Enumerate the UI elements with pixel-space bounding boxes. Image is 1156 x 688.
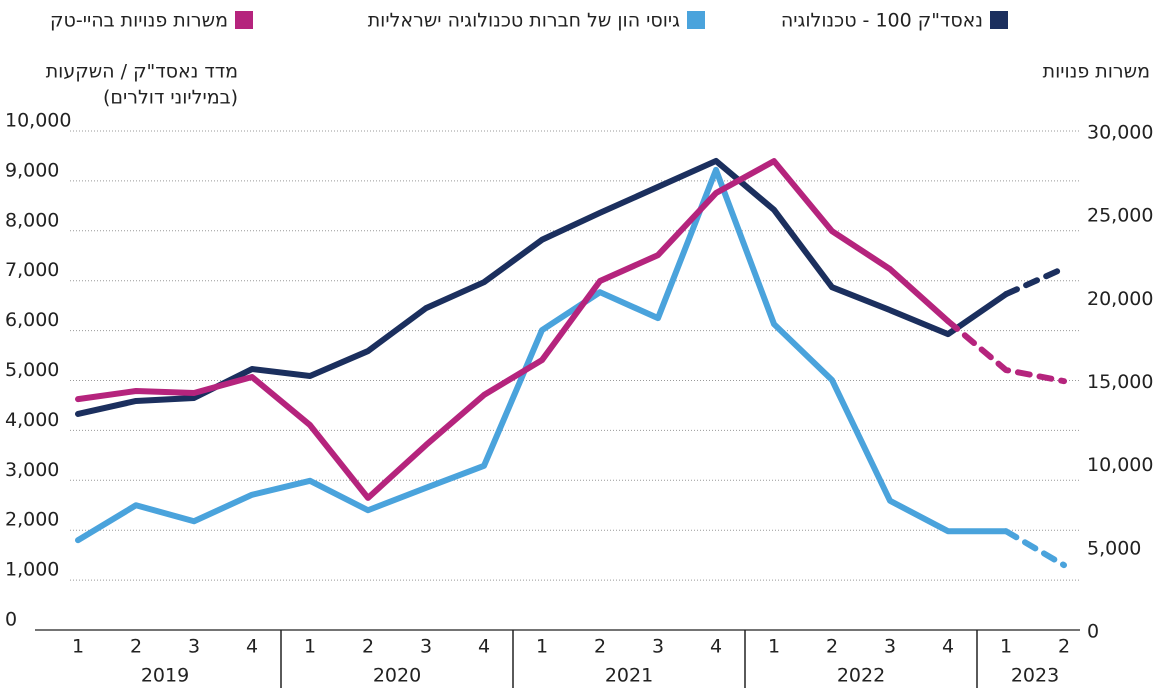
x-group-label: 2022 xyxy=(837,665,885,687)
series-line xyxy=(945,318,1067,385)
x-tick-label: 2 xyxy=(594,636,606,658)
y-axis-title: מדד נאסד"ק / השקעות xyxy=(46,61,238,83)
x-group-label: 2023 xyxy=(1011,665,1059,687)
y-tick-label: 7,000 xyxy=(5,259,59,281)
series-line xyxy=(75,166,1009,544)
y2-tick-label: 30,000 xyxy=(1087,122,1153,144)
y2-tick-label: 5,000 xyxy=(1087,537,1141,559)
x-tick-label: 2 xyxy=(362,636,374,658)
series-line xyxy=(75,158,951,501)
x-tick-label: 3 xyxy=(884,636,896,658)
x-tick-label: 3 xyxy=(188,636,200,658)
y2-axis-title: משרות פנויות xyxy=(1043,61,1150,83)
y2-tick-label: 0 xyxy=(1087,621,1099,643)
legend-swatch xyxy=(235,11,253,29)
y2-tick-label: 10,000 xyxy=(1087,454,1153,476)
y-tick-label: 9,000 xyxy=(5,159,59,181)
x-tick-label: 3 xyxy=(652,636,664,658)
legend-swatch xyxy=(687,11,705,29)
y-tick-label: 2,000 xyxy=(5,509,59,531)
x-tick-label: 1 xyxy=(1000,636,1012,658)
x-tick-label: 4 xyxy=(246,636,258,658)
y-tick-label: 3,000 xyxy=(5,459,59,481)
y-tick-label: 8,000 xyxy=(5,209,59,231)
series-line xyxy=(75,157,1009,417)
x-tick-label: 1 xyxy=(72,636,84,658)
y2-tick-label: 15,000 xyxy=(1087,371,1153,393)
x-tick-label: 1 xyxy=(304,636,316,658)
series-line xyxy=(1003,528,1067,569)
y-tick-label: 1,000 xyxy=(5,559,59,581)
y-tick-label: 10,000 xyxy=(5,110,71,132)
y-tick-label: 0 xyxy=(5,609,17,631)
x-tick-label: 1 xyxy=(536,636,548,658)
series-line xyxy=(1003,265,1067,298)
x-tick-label: 4 xyxy=(710,636,722,658)
x-tick-label: 2 xyxy=(1058,636,1070,658)
y2-tick-label: 20,000 xyxy=(1087,288,1153,310)
y2-tick-label: 25,000 xyxy=(1087,205,1153,227)
x-tick-label: 4 xyxy=(478,636,490,658)
x-tick-label: 3 xyxy=(420,636,432,658)
x-tick-label: 4 xyxy=(942,636,954,658)
x-tick-label: 1 xyxy=(768,636,780,658)
y-axis-title: (במיליוני דולרים) xyxy=(103,87,238,109)
legend-swatch xyxy=(990,11,1008,29)
legend-label: גיוסי הון של חברות טכנולוגיה ישראליות xyxy=(368,10,680,32)
y-tick-label: 4,000 xyxy=(5,409,59,431)
x-group-label: 2020 xyxy=(373,665,421,687)
y-tick-label: 6,000 xyxy=(5,309,59,331)
legend-label: משרות פנויות בהיי-טק xyxy=(50,10,228,32)
x-tick-label: 2 xyxy=(826,636,838,658)
y-tick-label: 5,000 xyxy=(5,359,59,381)
x-group-label: 2019 xyxy=(141,665,189,687)
legend-label: נאסד"ק 100 - טכנולוגיה xyxy=(781,10,983,32)
x-tick-label: 2 xyxy=(130,636,142,658)
x-group-label: 2021 xyxy=(605,665,653,687)
